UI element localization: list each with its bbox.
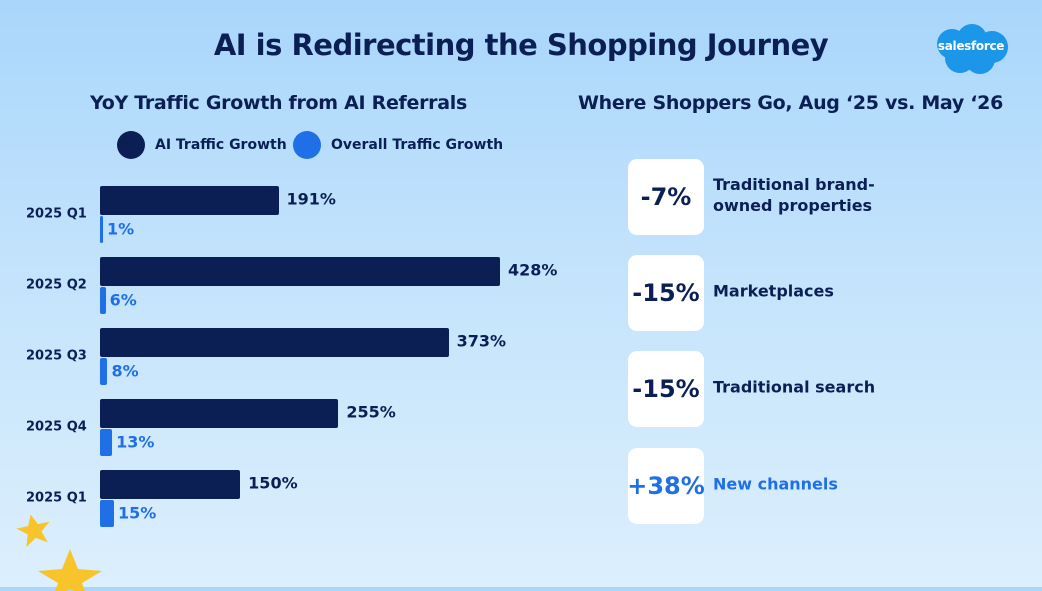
overall-traffic-value: 15% (118, 503, 157, 523)
shift-label: Traditional search (713, 377, 876, 397)
legend-label-overall: Overall Traffic Growth (331, 137, 504, 153)
salesforce-logo (937, 24, 1008, 74)
shift-value-card: -7% (628, 159, 704, 235)
shift-value-card: -15% (628, 255, 704, 331)
left-panel-title: YoY Traffic Growth from AI Referrals (90, 92, 467, 114)
overall-traffic-bar (100, 358, 108, 385)
shift-label: Marketplaces (713, 281, 834, 301)
ai-traffic-bar (100, 186, 279, 215)
ai-traffic-bar (100, 257, 500, 286)
ai-traffic-value: 150% (248, 473, 298, 493)
page-title: AI is Redirecting the Shopping Journey (213, 28, 829, 62)
shift-value-card: +38% (627, 448, 705, 524)
legend-swatch-overall (293, 131, 321, 159)
shift-label: New channels (713, 474, 838, 494)
shift-label: Traditional brand-owned properties (713, 175, 875, 215)
star-icon (16, 514, 50, 547)
shift-value-card: -15% (628, 351, 704, 427)
ai-traffic-bar (100, 399, 339, 428)
star-icon (38, 549, 102, 591)
overall-traffic-value: 1% (107, 219, 135, 239)
category-label: 2025 Q2 (26, 277, 87, 293)
overall-traffic-bar (100, 429, 113, 456)
overall-traffic-value: 6% (109, 290, 137, 310)
overall-traffic-bar (100, 216, 103, 243)
category-label: 2025 Q1 (26, 206, 87, 222)
legend-swatch-ai (117, 131, 145, 159)
ai-traffic-bar (100, 470, 241, 499)
right-panel-title: Where Shoppers Go, Aug ‘25 vs. May ‘26 (578, 92, 1004, 114)
overall-traffic-value: 13% (116, 432, 155, 452)
ai-traffic-value: 428% (508, 260, 558, 280)
category-label: 2025 Q4 (26, 419, 87, 435)
overall-traffic-bar (100, 500, 115, 527)
ai-traffic-value: 255% (346, 402, 396, 422)
legend-label-ai: AI Traffic Growth (155, 137, 287, 153)
overall-traffic-bar (100, 287, 106, 314)
category-label: 2025 Q3 (26, 348, 87, 364)
ai-traffic-bar (100, 328, 449, 357)
overall-traffic-value: 8% (111, 361, 139, 381)
logo-text: salesforce (937, 39, 1005, 53)
ai-traffic-value: 373% (456, 331, 507, 351)
ai-traffic-value: 191% (286, 189, 336, 209)
legend-ai-traffic: AI Traffic Growth (117, 131, 287, 159)
legend-overall-traffic: Overall Traffic Growth (293, 131, 503, 159)
category-label: 2025 Q1 (26, 490, 87, 506)
